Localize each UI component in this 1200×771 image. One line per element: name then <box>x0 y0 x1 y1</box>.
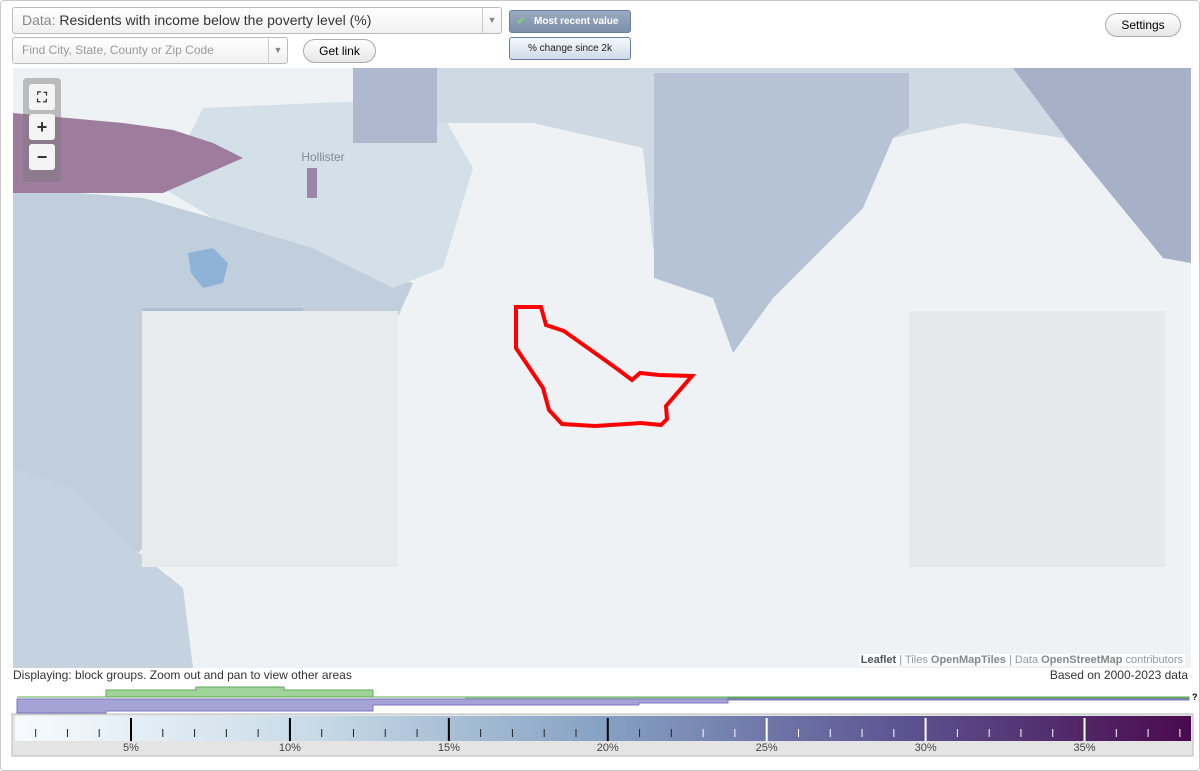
region-high <box>13 113 243 193</box>
tick-label: 35% <box>1074 742 1096 754</box>
legend: ? 5% 10% 15% 20% 25% 30% 35% <box>11 686 1198 757</box>
data-select[interactable]: Data: Residents with income below the po… <box>12 7 502 34</box>
region <box>353 68 437 143</box>
region <box>13 468 193 668</box>
tick-label: 5% <box>123 742 139 754</box>
region <box>142 311 398 567</box>
distribution-recent <box>17 686 1190 700</box>
zoom-out-button[interactable]: − <box>29 144 55 170</box>
dropdown-arrow: ▼ <box>482 8 501 33</box>
tick-label: 25% <box>756 742 778 754</box>
region <box>654 73 909 353</box>
region <box>1013 68 1191 263</box>
settings-button[interactable]: Settings <box>1105 13 1181 37</box>
search-placeholder: Find City, State, County or Zip Code <box>22 43 214 57</box>
mode-option-active[interactable]: ✔ Most recent value <box>509 10 631 33</box>
attribution-part[interactable]: OpenStreetMap <box>1041 654 1123 666</box>
place-label: Hollister <box>301 150 344 164</box>
tick-label: 10% <box>279 742 301 754</box>
fullscreen-button[interactable]: ⛶ <box>29 84 55 110</box>
mode-label: Most recent value <box>534 16 619 27</box>
dropdown-arrow: ▼ <box>268 38 287 63</box>
tick-label: 20% <box>597 742 619 754</box>
attribution: Leaflet | Tiles OpenMapTiles | Data Open… <box>858 654 1185 666</box>
attribution-part[interactable]: Leaflet <box>860 654 897 666</box>
tick-label: 30% <box>915 742 937 754</box>
attribution-part: Tiles <box>905 654 928 666</box>
data-value: Residents with income below the poverty … <box>59 12 372 28</box>
attribution-part: | <box>899 654 903 666</box>
legend-help[interactable]: ? <box>1192 692 1198 702</box>
status-displaying: Displaying: block groups. Zoom out and p… <box>13 668 352 682</box>
region <box>909 311 1165 567</box>
search-box[interactable]: Find City, State, County or Zip Code ▼ <box>12 37 288 64</box>
zoom-control: ⛶ + − <box>23 78 61 182</box>
distribution-change <box>16 698 1190 714</box>
selected-area <box>514 305 697 429</box>
attribution-part[interactable]: OpenMapTiles <box>930 654 1006 666</box>
zoom-in-button[interactable]: + <box>29 114 55 140</box>
tick-label: 15% <box>438 742 460 754</box>
region-high <box>307 168 317 198</box>
region <box>163 98 473 288</box>
legend-scale <box>15 716 1191 741</box>
mode-option[interactable]: % change since 2k <box>509 37 631 60</box>
attribution-part: contributors <box>1125 654 1183 666</box>
attribution-part: | Data <box>1008 654 1039 666</box>
check-icon: ✔ <box>517 16 526 27</box>
water <box>188 248 228 288</box>
data-label: Data: <box>22 12 56 28</box>
map[interactable]: Hollister <box>13 68 1191 668</box>
status-based-on: Based on 2000-2023 data <box>1049 668 1188 682</box>
get-link-button[interactable]: Get link <box>303 39 376 63</box>
